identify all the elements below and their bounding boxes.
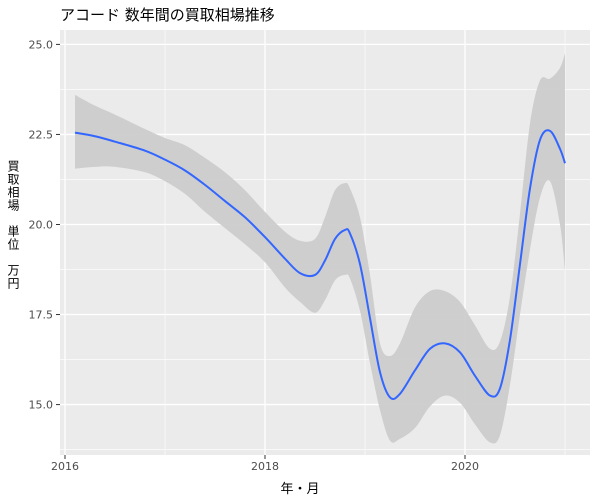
x-tick-label: 2020: [451, 460, 479, 473]
series-line: [74, 129, 566, 400]
confidence-band: [75, 53, 565, 444]
y-axis-label: 買取相場 単位 万円: [6, 160, 20, 290]
y-tick-label: 17.5: [29, 309, 54, 322]
x-tick-label: 2018: [251, 460, 279, 473]
y-tick-label: 15.0: [29, 399, 54, 412]
x-tick-label: 2016: [51, 460, 79, 473]
y-tick-label: 25.0: [29, 38, 54, 51]
x-axis: 2016 2018 2020: [51, 455, 479, 473]
x-axis-label: 年・月: [280, 482, 320, 497]
y-tick-label: 22.5: [29, 128, 54, 141]
y-axis: 15.0 17.5 20.0 22.5 25.0: [29, 38, 60, 412]
chart-title: アコード 数年間の買取相場推移: [60, 6, 275, 24]
y-tick-label: 20.0: [29, 218, 54, 231]
